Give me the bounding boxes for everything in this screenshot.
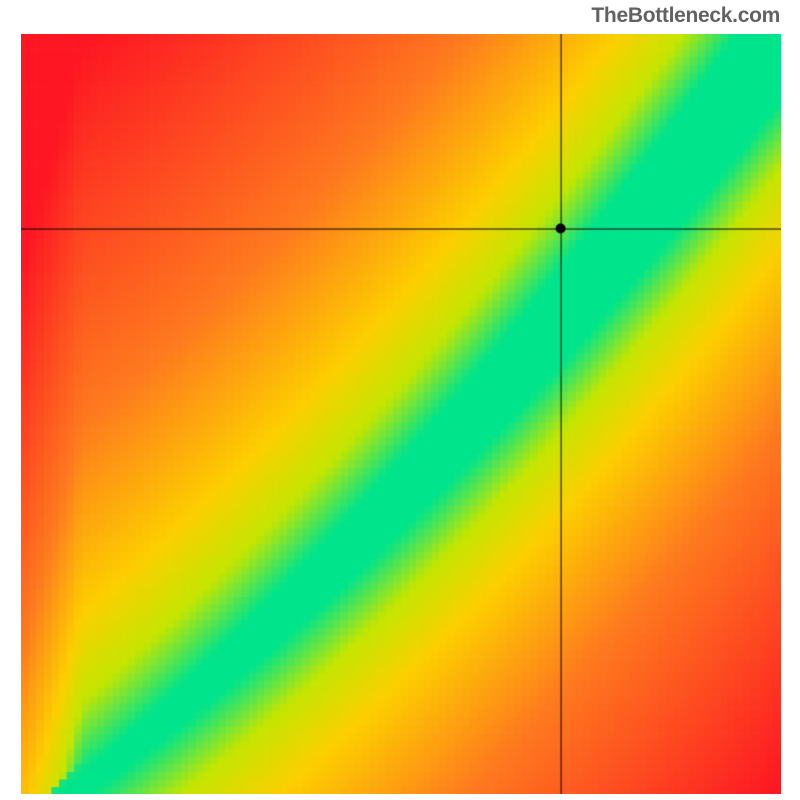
watermark-text: TheBottleneck.com <box>591 4 780 28</box>
bottleneck-heatmap <box>21 34 781 794</box>
